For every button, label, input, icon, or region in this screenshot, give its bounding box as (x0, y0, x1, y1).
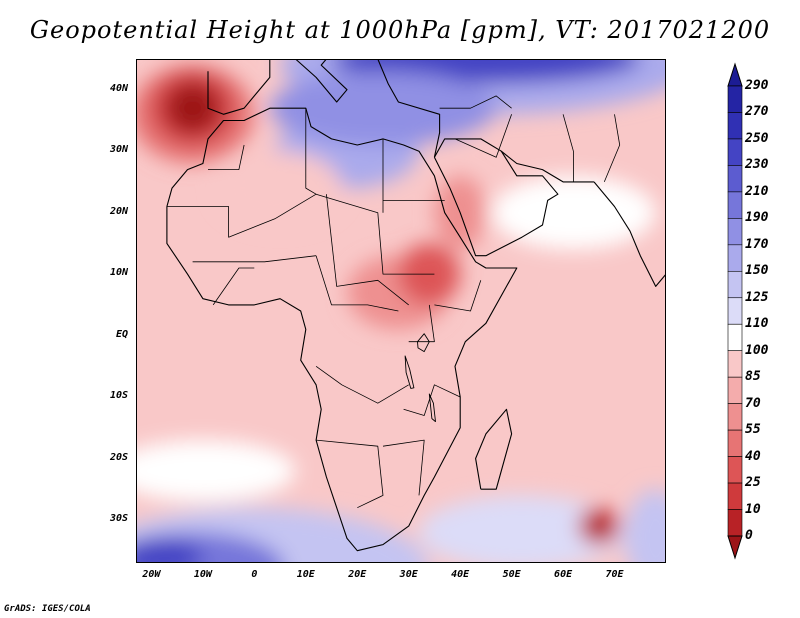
colorbar-label-85: 85 (745, 369, 761, 385)
border-8 (192, 255, 317, 263)
lat-label-20n: 20N (109, 205, 128, 217)
border-13 (382, 439, 425, 496)
lat-label-30n: 30N (109, 144, 128, 156)
madagascar-low-core-region (588, 516, 610, 536)
colorbar-label-10: 10 (745, 501, 761, 517)
lon-label-20e: 20E (348, 569, 367, 580)
border-10 (315, 365, 409, 404)
arabia-ridge-region (491, 175, 656, 250)
colorbar-label-70: 70 (745, 395, 761, 411)
colorbar-swatch (727, 403, 743, 431)
arabia-coast (433, 138, 559, 257)
colorbar-swatch (727, 482, 743, 510)
colorbar-swatch (727, 270, 743, 299)
colorbar-swatch (727, 191, 743, 219)
lon-label-50e: 50E (502, 569, 521, 580)
lat-label-40n: 40N (109, 82, 128, 94)
lat-label-eq: EQ (115, 328, 128, 340)
lon-label-10e: 10E (296, 569, 315, 580)
border-7 (315, 255, 399, 312)
india-coast (593, 181, 666, 287)
lon-label-30e: 30E (399, 569, 418, 580)
colorbar-swatch (727, 85, 743, 113)
map-frame (136, 59, 666, 563)
colorbar-swatch (727, 376, 743, 404)
colorbar-swatch (727, 138, 743, 166)
sahara-white-region (218, 151, 342, 225)
lon-label-40e: 40E (451, 569, 470, 580)
map-panel (136, 59, 666, 563)
colorbar-label-210: 210 (745, 183, 769, 199)
colorbar-label-125: 125 (745, 289, 769, 305)
lon-label-70e: 70E (605, 569, 624, 580)
italy-coast (295, 59, 348, 103)
colorbar-label-150: 150 (745, 263, 769, 279)
iberia-coast (207, 59, 271, 115)
border-14 (434, 280, 482, 312)
colorbar-swatch (727, 350, 743, 378)
lat-label-30s: 30S (109, 512, 128, 524)
lat-label-20s: 20S (109, 451, 128, 463)
africa-coast (166, 107, 518, 552)
colorbar-label-170: 170 (745, 236, 769, 252)
border-1 (166, 193, 435, 275)
border-19 (603, 114, 621, 183)
colorbar-label-190: 190 (745, 210, 769, 226)
lake-tanganyika (404, 355, 415, 389)
lon-label-20w: 20W (142, 569, 161, 580)
colorbar-swatch (727, 112, 743, 140)
colorbar-swatch (727, 456, 743, 484)
colorbar-swatch (727, 297, 743, 325)
colorbar (727, 62, 743, 560)
south-atlantic-ridge-region (136, 440, 296, 502)
colorbar-label-270: 270 (745, 104, 769, 120)
colorbar-label-230: 230 (745, 157, 769, 173)
colorbar-label-110: 110 (745, 316, 769, 332)
colorbar-label-290: 290 (745, 78, 769, 93)
lake-malawi (428, 393, 436, 423)
colorbar-label-25: 25 (745, 475, 761, 491)
lat-label-10n: 10N (109, 267, 128, 279)
border-17 (454, 114, 512, 158)
colorbar-label-40: 40 (745, 448, 761, 464)
map-title: Geopotential Height at 1000hPa [gpm], VT… (29, 16, 771, 44)
border-15 (403, 384, 461, 416)
colorbar-low-triangle (727, 535, 743, 560)
colorbar-swatch (727, 165, 743, 193)
colorbar-high-triangle (727, 62, 743, 87)
colorbar-label-0: 0 (745, 528, 753, 543)
lon-label-0: 0 (251, 569, 258, 580)
colorbar-label-250: 250 (745, 130, 769, 146)
colorbar-swatch (727, 323, 743, 352)
lat-label-10s: 10S (109, 390, 128, 402)
colorbar-swatch (727, 218, 743, 246)
border-16 (439, 95, 512, 109)
lake-victoria (417, 333, 430, 353)
border-12 (316, 439, 384, 509)
eurasia-coast (377, 59, 441, 158)
map-svg (136, 59, 666, 563)
colorbar-swatch (727, 244, 743, 272)
far-east-high-region (624, 489, 666, 563)
lon-label-60e: 60E (554, 569, 573, 580)
colorbar-label-100: 100 (745, 342, 769, 358)
border-9 (212, 267, 255, 306)
border-18 (562, 114, 574, 182)
border-2 (208, 144, 245, 170)
lon-label-10w: 10W (193, 569, 212, 580)
colorbar-label-55: 55 (745, 422, 761, 438)
colorbar-swatch (727, 429, 743, 457)
grads-credit: GrADS: IGES/COLA (4, 604, 91, 614)
geopotential-field (136, 59, 666, 563)
colorbar-swatch (727, 509, 743, 537)
coastlines (166, 59, 666, 552)
madagascar-coast (475, 408, 513, 490)
border-6 (326, 194, 409, 306)
iberian-low-core-region (166, 83, 219, 133)
border-3 (305, 108, 317, 195)
indian-ocean-high-region (419, 495, 625, 563)
south-ocean-high-deep-region (136, 538, 203, 563)
